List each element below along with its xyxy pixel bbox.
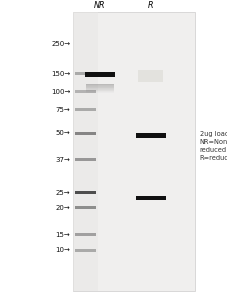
Bar: [73, 12, 98, 291]
Bar: [86, 87, 114, 88]
Bar: [86, 84, 114, 85]
Bar: [75, 158, 96, 161]
Bar: [136, 133, 166, 138]
Bar: [75, 233, 96, 236]
Bar: [86, 92, 114, 93]
Text: NR: NR: [94, 2, 106, 10]
Bar: [73, 12, 195, 291]
Text: 2ug loading
NR=Non-
reduced
R=reduced: 2ug loading NR=Non- reduced R=reduced: [200, 131, 227, 161]
Text: 50→: 50→: [56, 130, 70, 136]
Bar: [86, 88, 114, 89]
Bar: [75, 191, 96, 194]
Text: 37→: 37→: [55, 157, 70, 163]
Text: 100→: 100→: [51, 88, 70, 94]
Bar: [85, 72, 115, 77]
Text: 10→: 10→: [55, 248, 70, 254]
Text: 250→: 250→: [51, 40, 70, 46]
Bar: [75, 72, 96, 75]
Bar: [75, 90, 96, 93]
Bar: [75, 249, 96, 252]
Bar: [136, 196, 166, 200]
Text: 20→: 20→: [56, 205, 70, 211]
Bar: [86, 89, 114, 90]
Text: R: R: [148, 2, 154, 10]
Text: 15→: 15→: [56, 232, 70, 238]
Text: 150→: 150→: [51, 70, 70, 76]
Bar: [86, 86, 114, 87]
Text: 25→: 25→: [56, 190, 70, 196]
Bar: [75, 206, 96, 209]
Bar: [86, 90, 114, 91]
Text: 75→: 75→: [56, 106, 70, 112]
Bar: [75, 108, 96, 111]
Bar: [75, 132, 96, 135]
Bar: [138, 70, 163, 82]
Bar: [86, 85, 114, 86]
